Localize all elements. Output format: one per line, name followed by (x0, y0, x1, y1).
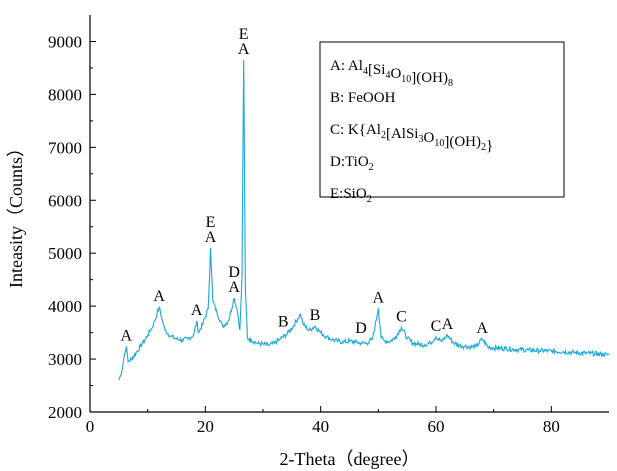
peak-label: A (121, 327, 133, 344)
y-axis-title: Inteasity（Counts） (6, 139, 26, 288)
peak-label: A (228, 279, 240, 296)
x-tick-label: 80 (543, 417, 560, 436)
x-tick-label: 20 (197, 417, 214, 436)
x-tick-label: 60 (428, 417, 445, 436)
y-tick-label: 8000 (48, 85, 82, 104)
peak-label: A (238, 41, 250, 58)
x-axis-title: 2-Theta（degree） (280, 449, 420, 469)
peak-label: B (310, 307, 321, 324)
y-axis-ticks: 2000 3000 4000 5000 6000 7000 8000 9000 (48, 32, 96, 422)
series-layer (118, 59, 610, 381)
peak-label: B (278, 314, 289, 331)
legend-entry: E:SiO2 (330, 186, 372, 205)
peak-label: E (206, 214, 216, 231)
y-tick-label: 4000 (48, 297, 82, 316)
peak-label: A (153, 288, 165, 305)
legend-box (319, 41, 565, 198)
y-tick-label: 2000 (48, 403, 82, 422)
peak-label: C (396, 308, 407, 325)
y-tick-label: 9000 (48, 32, 82, 51)
legend-entry: A: Al4[Si4O10](OH)8 (330, 58, 453, 89)
peak-label: E (239, 26, 249, 43)
y-tick-label: 7000 (48, 138, 82, 157)
y-tick-label: 6000 (48, 191, 82, 210)
peak-label: C (431, 318, 442, 335)
peak-label: A (373, 289, 385, 306)
legend-entry: C: K{Al2[AlSi3O10](OH)2} (330, 122, 493, 154)
plot-frame (89, 15, 609, 413)
peak-label: D (228, 264, 240, 281)
xrd-series-line (118, 59, 610, 381)
peak-label: D (355, 320, 367, 337)
peak-label: A (191, 302, 203, 319)
peak-label: A (442, 316, 454, 333)
peak-label: A (476, 320, 488, 337)
legend-entry: D:TiO2 (330, 154, 374, 173)
x-tick-label: 40 (312, 417, 329, 436)
y-tick-label: 3000 (48, 350, 82, 369)
x-axis-ticks: 0 20 40 60 80 (86, 406, 560, 436)
legend-entry: B: FeOOH (330, 90, 396, 106)
y-tick-label: 5000 (48, 244, 82, 263)
peak-label: A (205, 229, 217, 246)
legend: A: Al4[Si4O10](OH)8B: FeOOH C: K{Al2[AlSi… (319, 41, 565, 205)
x-tick-label: 0 (86, 417, 95, 436)
